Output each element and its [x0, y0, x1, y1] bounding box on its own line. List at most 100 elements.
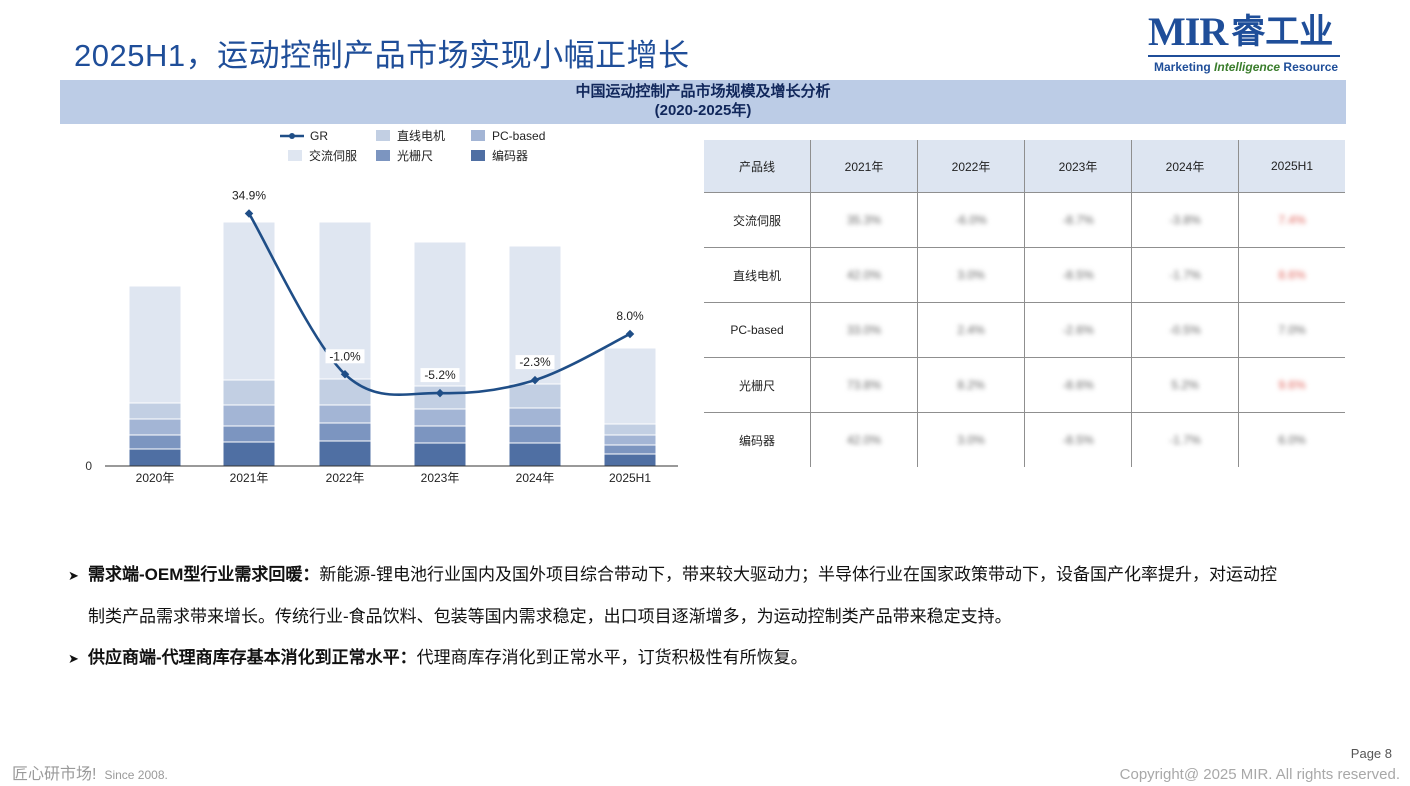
svg-text:PC-based: PC-based [492, 129, 545, 143]
table-header-cell: 2025H1 [1238, 140, 1345, 193]
svg-text:编码器: 编码器 [492, 148, 528, 163]
legend-item-2: PC-based [471, 129, 545, 143]
commentary: ➤ 需求端-OEM型行业需求回暖：新能源-锂电池行业国内及国外项目综合带动下，带来… [68, 554, 1348, 679]
tagline-intelligence: Intelligence [1214, 60, 1281, 74]
bar-segment-0-2 [318, 440, 372, 467]
bar-segment-4-0 [128, 285, 182, 404]
x-tick-label: 2022年 [326, 471, 365, 485]
page-title: 2025H1，运动控制产品市场实现小幅正增长 [74, 38, 690, 73]
growth-point-2 [435, 388, 445, 398]
table-cell-value: -8.5% [1024, 247, 1132, 303]
table-row-label: 光栅尺 [704, 357, 811, 413]
logo-cn-name: 睿工业 [1231, 13, 1334, 51]
table-cell-value: -1.7% [1131, 412, 1239, 467]
table-cell-value: -3.8% [1131, 192, 1239, 248]
svg-text:光栅尺: 光栅尺 [397, 148, 433, 163]
logo-rule [1148, 55, 1340, 57]
bar-segment-2-2 [318, 404, 372, 424]
table-cell-value: 9.6% [1238, 357, 1345, 413]
table-body: 交流伺服 35.3% -6.0% -8.7% -3.8% 7.4% 直线电机 42.0% 3.0… [704, 192, 1345, 467]
table-row-label: 直线电机 [704, 247, 811, 303]
bar-segment-1-2 [318, 422, 372, 442]
tagline-resource: Resource [1283, 60, 1339, 74]
growth-rate-line: 34.9% -1.0% -5.2% -2.3% 8.0% [229, 188, 646, 398]
footer-slogan: 匠心研市场! Since 2008. [12, 760, 168, 784]
bar-segment-2-3 [413, 408, 467, 427]
bullet-arrow-icon: ➤ [68, 568, 79, 583]
bullet-demand-text: 新能源-锂电池行业国内及国外项目综合带动下，带来较大驱动力；半导体行业在国家政策… [319, 565, 1278, 584]
growth-point-4 [625, 329, 635, 339]
bar-segment-1-5 [603, 444, 657, 455]
growth-label-bg [614, 308, 646, 323]
bar-segment-0-0 [128, 448, 182, 467]
legend-item-4: 交流伺服 [288, 148, 357, 163]
growth-point-3 [530, 375, 540, 385]
table-row: 编码器 42.0% 3.0% -8.5% -1.7% 6.0% [704, 412, 1345, 467]
bar-segment-4-3 [413, 241, 467, 387]
since-text: Since 2008. [104, 768, 168, 782]
x-tick-label: 2024年 [516, 471, 555, 485]
legend-item-line: GR [280, 129, 328, 143]
slogan-text: 匠心研市场! [12, 766, 97, 783]
table-cell-value: -2.6% [1024, 302, 1132, 358]
logo-mark: MIR [1148, 9, 1228, 54]
table-cell-value: 33.0% [810, 302, 918, 358]
bullet-demand-continued: 制类产品需求带来增长。传统行业-食品饮料、包装等国内需求稳定，出口项目逐渐增多，… [88, 607, 1012, 626]
bar-segment-1-1 [222, 425, 276, 443]
bar-segment-4-5 [603, 347, 657, 425]
table-cell-value: -1.7% [1131, 247, 1239, 303]
table-row: 直线电机 42.0% 3.0% -8.5% -1.7% 8.6% [704, 247, 1345, 303]
table-header-cell: 产品线 [704, 140, 811, 193]
x-tick-label: 2021年 [230, 471, 269, 485]
table-cell-value: 7.4% [1238, 192, 1345, 248]
x-tick-label: 2025H1 [609, 471, 651, 485]
y-axis-zero-label: 0 [85, 459, 92, 473]
section-header-subtitle: (2020-2025年) [654, 102, 752, 119]
copyright: Copyright@ 2025 MIR. All rights reserved… [1119, 766, 1400, 783]
x-axis-labels: 2020年 2021年 2022年 2023年 2024年 2025H1 [136, 471, 652, 485]
bar-segment-2-4 [508, 407, 562, 427]
growth-rate-curve [247, 212, 631, 396]
x-tick-label: 2023年 [421, 471, 460, 485]
table-cell-value: 3.0% [917, 247, 1025, 303]
table-row-label: 编码器 [704, 412, 811, 467]
section-header-band: 中国运动控制产品市场规模及增长分析 (2020-2025年) [60, 80, 1346, 124]
chart-legend: GR 直线电机 PC-based 交流伺服 光栅尺 编码器 [280, 129, 545, 163]
growth-label-bg [420, 368, 460, 383]
bar-segment-0-4 [508, 442, 562, 467]
table-cell-value: 42.0% [810, 247, 918, 303]
table-row: PC-based 33.0% 2.4% -2.6% -0.5% 7.0% [704, 302, 1345, 358]
table-cell-value: 8.2% [917, 357, 1025, 413]
bar-segment-0-3 [413, 442, 467, 467]
bar-segment-3-4 [508, 383, 562, 409]
svg-text:GR: GR [310, 129, 328, 143]
bar-segment-0-5 [603, 453, 657, 467]
bullet-demand-heading: 需求端-OEM型行业需求回暖： [88, 565, 320, 584]
table-cell-value: 35.3% [810, 192, 918, 248]
growth-label: 8.0% [616, 309, 644, 323]
bar-segment-3-2 [318, 378, 372, 406]
growth-point-1 [340, 370, 350, 379]
table-cell-value: -8.7% [1024, 192, 1132, 248]
growth-label: -5.2% [424, 368, 456, 382]
growth-label-bg [515, 355, 555, 370]
section-header-title: 中国运动控制产品市场规模及增长分析 [575, 83, 831, 100]
table-row-label: PC-based [704, 302, 811, 358]
logo-tagline: Marketing Intelligence Resource [1154, 60, 1348, 74]
bar-segment-2-5 [603, 434, 657, 446]
table-cell-value: 73.8% [810, 357, 918, 413]
growth-label-bg [325, 349, 365, 364]
table-header-row: 产品线 2021年 2022年 2023年 2024年 2025H1 [704, 140, 1345, 193]
bar-segment-1-4 [508, 425, 562, 444]
x-tick-label: 2020年 [136, 471, 175, 485]
svg-text:交流伺服: 交流伺服 [309, 148, 357, 163]
bullet-supply-heading: 供应商端-代理商库存基本消化到正常水平： [88, 648, 417, 667]
table-cell-value: 2.4% [917, 302, 1025, 358]
bullet-supply-text: 代理商库存消化到正常水平，订货积极性有所恢复。 [416, 648, 808, 667]
bullet-supply: ➤ 供应商端-代理商库存基本消化到正常水平：代理商库存消化到正常水平，订货积极性有… [68, 637, 1348, 679]
page-number: Page 8 [1350, 746, 1392, 761]
bar-segment-3-5 [603, 423, 657, 436]
bar-segment-3-1 [222, 379, 276, 406]
growth-label-bg [229, 188, 269, 203]
table-header-cell: 2021年 [810, 140, 918, 193]
